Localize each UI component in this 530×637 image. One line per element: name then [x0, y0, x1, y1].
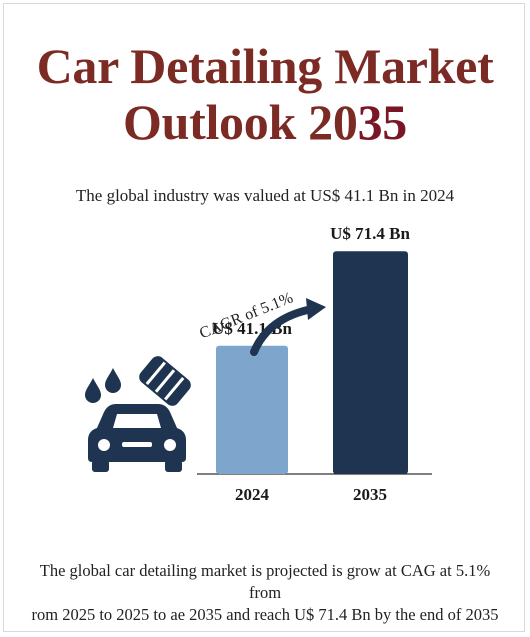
bar-2024: [216, 345, 288, 474]
category-label-2035: 2035: [353, 485, 387, 504]
infographic-frame: [3, 3, 525, 632]
category-label-2024: 2024: [235, 485, 270, 504]
title-line-2: Outlook 2035: [0, 94, 530, 150]
title-year-suffix: 35: [357, 94, 408, 150]
growth-arrow-icon: [250, 298, 326, 356]
data-label-2035: U$ 71.4 Bn: [330, 224, 410, 243]
water-drops-icon: [85, 368, 121, 403]
title-line-2-text: Outlook 20: [123, 94, 358, 150]
title-line-1: Car Detailing Market: [36, 38, 494, 94]
page-title: Car Detailing Market Outlook 2035: [0, 38, 530, 150]
bar-2035: [333, 251, 408, 474]
car-icon: [88, 404, 186, 472]
footer-text: The global car detailing market is proje…: [30, 560, 500, 626]
footer-line-1: The global car detailing market is proje…: [39, 561, 491, 602]
sponge-icon: [139, 356, 191, 406]
footer-line-2: rom 2025 to 2025 to ae 2035 and reach U$…: [31, 605, 499, 624]
subtitle: The global industry was valued at US$ 41…: [75, 186, 455, 205]
